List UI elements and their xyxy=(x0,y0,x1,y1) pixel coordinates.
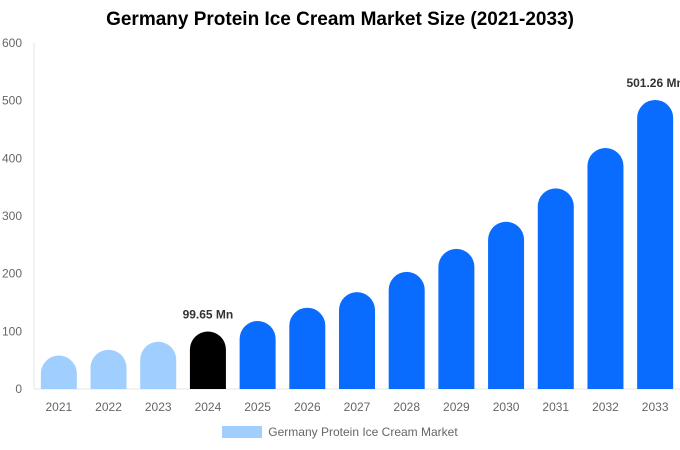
data-label: 501.26 Mn xyxy=(626,76,680,90)
x-tick-label: 2022 xyxy=(95,400,122,414)
bar-2024 xyxy=(189,331,226,389)
y-tick-label: 600 xyxy=(2,36,22,50)
legend-label: Germany Protein Ice Cream Market xyxy=(268,425,458,439)
y-tick-label: 400 xyxy=(2,151,22,165)
x-tick-label: 2024 xyxy=(195,400,222,414)
bar-2021 xyxy=(40,355,77,389)
x-tick-label: 2030 xyxy=(493,400,520,414)
data-label: 99.65 Mn xyxy=(183,308,234,322)
legend[interactable]: Germany Protein Ice Cream Market xyxy=(0,425,680,439)
bar-2026 xyxy=(289,307,326,389)
y-tick-label: 500 xyxy=(2,94,22,108)
bar-2030 xyxy=(488,221,525,389)
x-tick-label: 2027 xyxy=(344,400,371,414)
x-tick-label: 2033 xyxy=(642,400,669,414)
bar-2025 xyxy=(239,320,276,389)
bar-2023 xyxy=(140,341,177,389)
x-tick-label: 2025 xyxy=(244,400,271,414)
bar-2022 xyxy=(90,349,127,389)
x-tick-label: 2021 xyxy=(45,400,72,414)
x-tick-label: 2023 xyxy=(145,400,172,414)
bar-2033 xyxy=(637,99,674,389)
chart-title: Germany Protein Ice Cream Market Size (2… xyxy=(106,9,574,30)
bar-2028 xyxy=(388,271,425,389)
x-tick-label: 2028 xyxy=(393,400,420,414)
y-tick-label: 0 xyxy=(15,382,22,396)
y-tick-label: 100 xyxy=(2,324,22,338)
x-tick-label: 2026 xyxy=(294,400,321,414)
y-tick-label: 200 xyxy=(2,267,22,281)
x-tick-label: 2029 xyxy=(443,400,470,414)
y-tick-label: 300 xyxy=(2,209,22,223)
x-tick-label: 2031 xyxy=(542,400,569,414)
bar-2029 xyxy=(438,248,475,389)
bar-2032 xyxy=(587,147,624,389)
bar-2031 xyxy=(537,188,574,389)
x-tick-label: 2032 xyxy=(592,400,619,414)
legend-swatch xyxy=(222,426,263,438)
bar-2027 xyxy=(339,292,375,389)
